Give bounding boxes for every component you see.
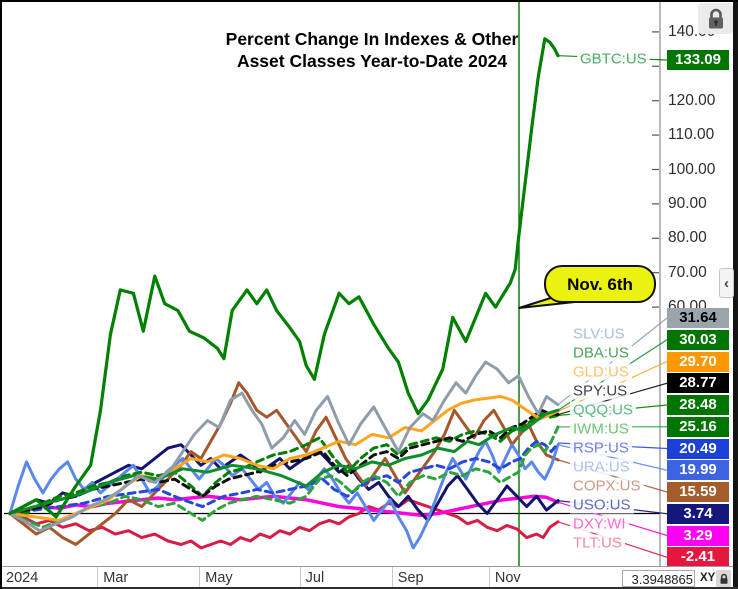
xy-mode-toggle[interactable]: XY (700, 572, 716, 584)
series-label-qqq:us[interactable]: QQQ:US (570, 401, 637, 419)
y-axis-label: 110.00 (668, 126, 715, 144)
series-label-rsp:us[interactable]: RSP:US (570, 439, 632, 457)
x-axis-tick (199, 567, 201, 589)
series-label-dxy:wi[interactable]: DXY:WI (570, 515, 629, 533)
collapse-panel-button[interactable]: ‹ (719, 268, 734, 298)
y-axis-label: 70.00 (668, 263, 707, 281)
window-bottom-edge (2, 587, 738, 589)
x-axis-tick (299, 567, 301, 589)
y-axis-label: 80.00 (668, 229, 707, 247)
y-axis-label: 90.00 (668, 194, 707, 212)
x-axis-tick (97, 567, 99, 589)
chart-title: Percent Change In Indexes & Other Asset … (172, 28, 572, 72)
series-line-tlt:us (8, 498, 560, 550)
chevron-left-icon: ‹ (724, 274, 729, 292)
series-label-iwm:us[interactable]: IWM:US (570, 420, 632, 438)
chart-title-line1: Percent Change In Indexes & Other (225, 29, 519, 49)
annotation-bubble (543, 265, 656, 303)
x-axis-bar: 2024 Mar May Jul Sep Nov 3.3948865 XY (2, 566, 738, 589)
value-badge-copx:us: 15.59 (667, 482, 729, 502)
x-axis-label-may: May (205, 570, 233, 586)
crosshair-value-readout: 3.3948865 (622, 570, 695, 587)
series-label-spy:us[interactable]: SPY:US (570, 382, 631, 400)
value-badge-uso:us: 3.74 (667, 503, 729, 524)
series-line-gbtc:us (8, 37, 560, 519)
chart-title-line2: Asset Classes Year-to-Date 2024 (236, 51, 508, 71)
value-badge-dxy:wi: 3.29 (667, 525, 729, 546)
nov-6-annotation[interactable]: Nov. 6th (512, 262, 672, 314)
series-label-tlt:us[interactable]: TLT:US (570, 534, 625, 552)
series-label-ura:us[interactable]: URA:US (570, 458, 633, 476)
value-badge-spy:us: 28.77 (667, 373, 729, 394)
value-badge-tlt:us: -2.41 (667, 547, 729, 568)
x-axis-tick (488, 567, 490, 589)
x-axis-label-sep: Sep (397, 570, 424, 586)
series-line-dba:us (8, 408, 560, 515)
x-axis-label-jul: Jul (305, 570, 325, 586)
series-line-slv:us (8, 360, 560, 533)
series-label-gbtc:us[interactable]: GBTC:US (577, 50, 650, 68)
value-badge-rsp:us: 20.49 (667, 438, 729, 459)
lock-scale-button[interactable] (698, 3, 733, 34)
value-badge-slv:us: 31.64 (667, 308, 729, 328)
value-badge-ura:us: 19.99 (667, 460, 729, 481)
value-badge-iwm:us: 25.16 (667, 416, 729, 437)
x-axis-label-mar: Mar (103, 570, 129, 586)
x-axis-label-2024: 2024 (6, 570, 39, 586)
x-axis-tick (391, 567, 393, 589)
value-badge-qqq:us: 28.48 (667, 395, 729, 415)
lock-icon (708, 8, 723, 28)
y-axis-label: 100.00 (668, 160, 716, 178)
window-right-edge (733, 2, 738, 589)
series-label-uso:us[interactable]: USO:US (570, 496, 634, 514)
annotation-label: Nov. 6th (567, 275, 633, 294)
series-line-iwm:us (8, 425, 560, 529)
x-axis-label-nov: Nov (494, 570, 521, 586)
y-axis-label: 120.00 (668, 91, 716, 109)
value-badge-gbtc:us: 133.09 (667, 50, 729, 70)
series-label-copx:us[interactable]: COPX:US (570, 477, 644, 495)
value-badge-dba:us: 30.03 (667, 329, 729, 350)
axis-lock-button[interactable] (716, 570, 731, 587)
series-label-dba:us[interactable]: DBA:US (570, 344, 632, 362)
y-axis-label: 150.00 (668, 2, 715, 7)
value-badge-gld:us: 29.70 (667, 351, 729, 372)
series-label-gld:us[interactable]: GLD:US (570, 363, 632, 381)
small-lock-icon (720, 573, 727, 584)
series-line-spy:us (8, 408, 560, 515)
series-label-slv:us[interactable]: SLV:US (570, 325, 628, 343)
